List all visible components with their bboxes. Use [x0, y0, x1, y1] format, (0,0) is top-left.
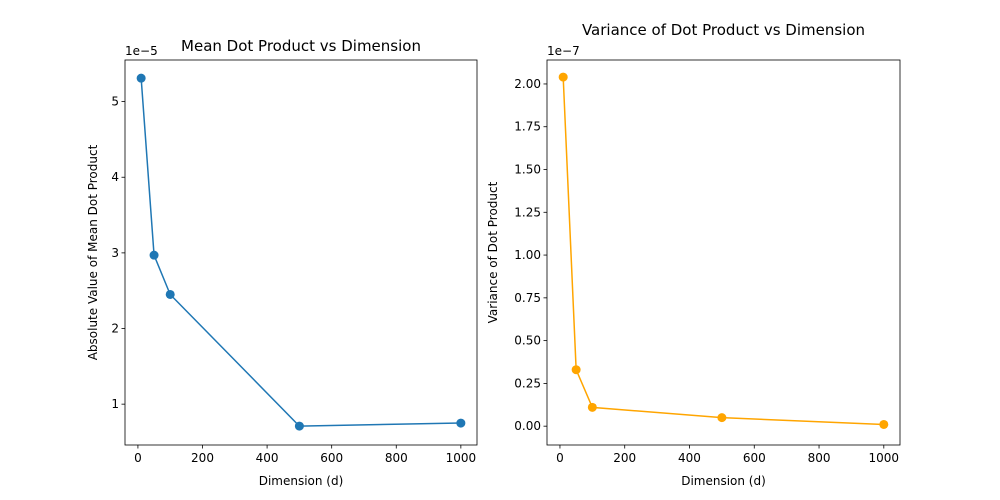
chart-mean-data-point	[456, 418, 466, 428]
chart-mean-axes-frame	[124, 59, 478, 446]
chart-variance-y-tick-label: 0.50	[514, 334, 541, 348]
chart-mean-x-tick-label: 0	[134, 451, 142, 465]
chart-variance-x-tick-label: 400	[678, 451, 701, 465]
chart-variance-x-tick-label: 200	[613, 451, 636, 465]
chart-variance-y-tick-label: 1.25	[514, 205, 541, 219]
chart-variance-x-tick-label: 600	[743, 451, 766, 465]
chart-variance-y-tick-label: 1.00	[514, 248, 541, 262]
chart-mean-data-point	[294, 421, 304, 431]
chart-mean-x-tick-label: 200	[191, 451, 214, 465]
chart-variance-y-tick-label: 1.50	[514, 163, 541, 177]
chart-mean-x-tick-label: 600	[320, 451, 343, 465]
chart-variance-data-point	[571, 365, 581, 375]
chart-mean-x-tick-label: 400	[256, 451, 279, 465]
chart-mean-x-axis-label: Dimension (d)	[259, 474, 344, 488]
chart-variance-data-point	[558, 72, 568, 82]
chart-variance-y-tick-label: 0.00	[514, 419, 541, 433]
chart-mean-title: Mean Dot Product vs Dimension	[181, 37, 421, 55]
chart-mean-data-point	[136, 73, 146, 83]
chart-mean-x-tick-label: 1000	[446, 451, 477, 465]
chart-mean-y-tick-label: 4	[111, 170, 119, 184]
chart-variance-data-point	[587, 402, 597, 412]
mean-dot-product-chart: Mean Dot Product vs Dimension 0 200 400 600 8…	[86, 37, 478, 488]
chart-variance-x-axis-label: Dimension (d)	[681, 474, 766, 488]
chart-variance-y-tick-label: 1.75	[514, 120, 541, 134]
chart-variance-y-axis-label: Variance of Dot Product	[486, 181, 500, 323]
chart-variance-data-point	[717, 413, 727, 423]
chart-variance-y-tick-label: 0.75	[514, 291, 541, 305]
chart-mean-data-point	[149, 250, 159, 260]
chart-variance-y-offset-text: 1e−7	[547, 44, 580, 58]
chart-mean-x-tick-label: 800	[385, 451, 408, 465]
chart-variance-title: Variance of Dot Product vs Dimension	[582, 21, 865, 39]
chart-mean-y-tick-label: 2	[111, 322, 119, 336]
chart-variance-y-tick-label: 0.25	[514, 376, 541, 390]
variance-dot-product-chart: Variance of Dot Product vs Dimension 0 200…	[486, 21, 901, 488]
chart-variance-series-line	[562, 77, 884, 426]
chart-variance-x-tick-label: 800	[808, 451, 831, 465]
chart-mean-y-tick-label: 3	[111, 246, 119, 260]
chart-variance-x-tick-label: 0	[556, 451, 564, 465]
chart-variance-axes-frame	[546, 59, 901, 446]
chart-mean-y-offset-text: 1e−5	[125, 44, 158, 58]
chart-variance-y-tick-label: 2.00	[514, 77, 541, 91]
chart-mean-series-line	[140, 78, 461, 427]
chart-mean-y-axis-label: Absolute Value of Mean Dot Product	[86, 144, 100, 360]
chart-variance-data-point	[879, 419, 889, 429]
chart-variance-x-tick-label: 1000	[869, 451, 900, 465]
chart-mean-y-tick-label: 1	[111, 397, 119, 411]
chart-mean-data-point	[165, 289, 175, 299]
chart-mean-y-tick-label: 5	[111, 95, 119, 109]
